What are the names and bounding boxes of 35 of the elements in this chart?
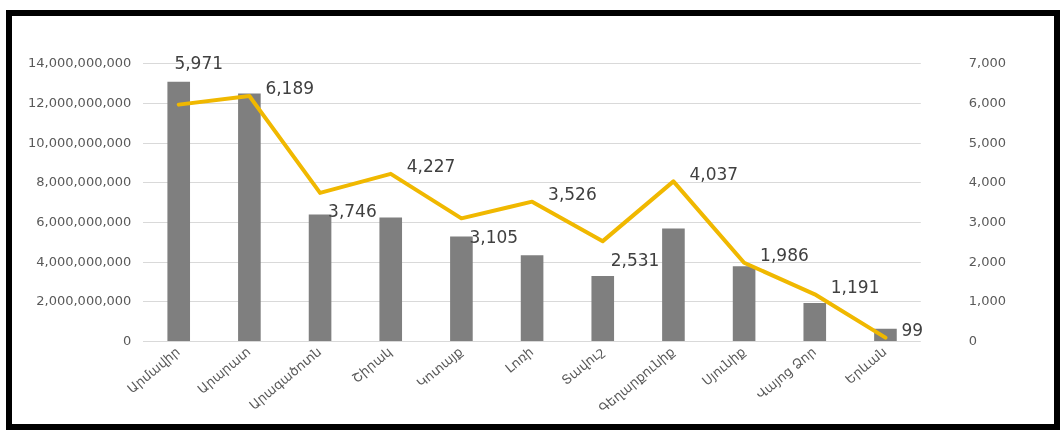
bar (662, 228, 685, 342)
y-tick-label: 10,000,000,000 (27, 134, 132, 150)
data-label: 5,971 (174, 53, 224, 74)
y2-tick-label: 2,000 (968, 253, 1006, 269)
bar (238, 93, 261, 342)
data-label: 99 (901, 320, 924, 341)
y2-tick-label: 4,000 (968, 174, 1006, 190)
y-tick-label: 8,000,000,000 (36, 174, 132, 190)
y2-tick-label: 0 (968, 332, 978, 348)
bar (591, 276, 615, 342)
data-label: 4,227 (406, 156, 456, 177)
data-label: 1,191 (830, 276, 880, 297)
y-tick-label: 4,000,000,000 (36, 253, 132, 269)
bar (520, 255, 544, 342)
y-tick-label: 14,000,000,000 (27, 55, 132, 71)
y-tick-label: 2,000,000,000 (36, 293, 132, 309)
y-tick-label: 6,000,000,000 (36, 213, 132, 229)
data-label: 3,526 (548, 184, 597, 205)
y2-tick-label: 5,000 (968, 134, 1006, 150)
y-tick-label: 0 (123, 332, 132, 348)
data-label: 1,986 (760, 245, 809, 266)
y2-tick-label: 6,000 (968, 94, 1006, 110)
bar (379, 217, 403, 342)
y2-tick-label: 7,000 (968, 55, 1006, 71)
data-label: 2,531 (610, 249, 660, 270)
bar (732, 266, 756, 342)
bar (167, 81, 191, 342)
y2-tick-label: 1,000 (968, 293, 1006, 309)
bar (803, 302, 827, 342)
data-label: 3,105 (469, 226, 519, 247)
data-label: 6,189 (265, 78, 315, 99)
data-label: 3,746 (328, 201, 377, 222)
y-tick-label: 12,000,000,000 (27, 94, 132, 110)
y2-tick-label: 3,000 (968, 213, 1006, 229)
data-label: 4,037 (689, 163, 739, 184)
